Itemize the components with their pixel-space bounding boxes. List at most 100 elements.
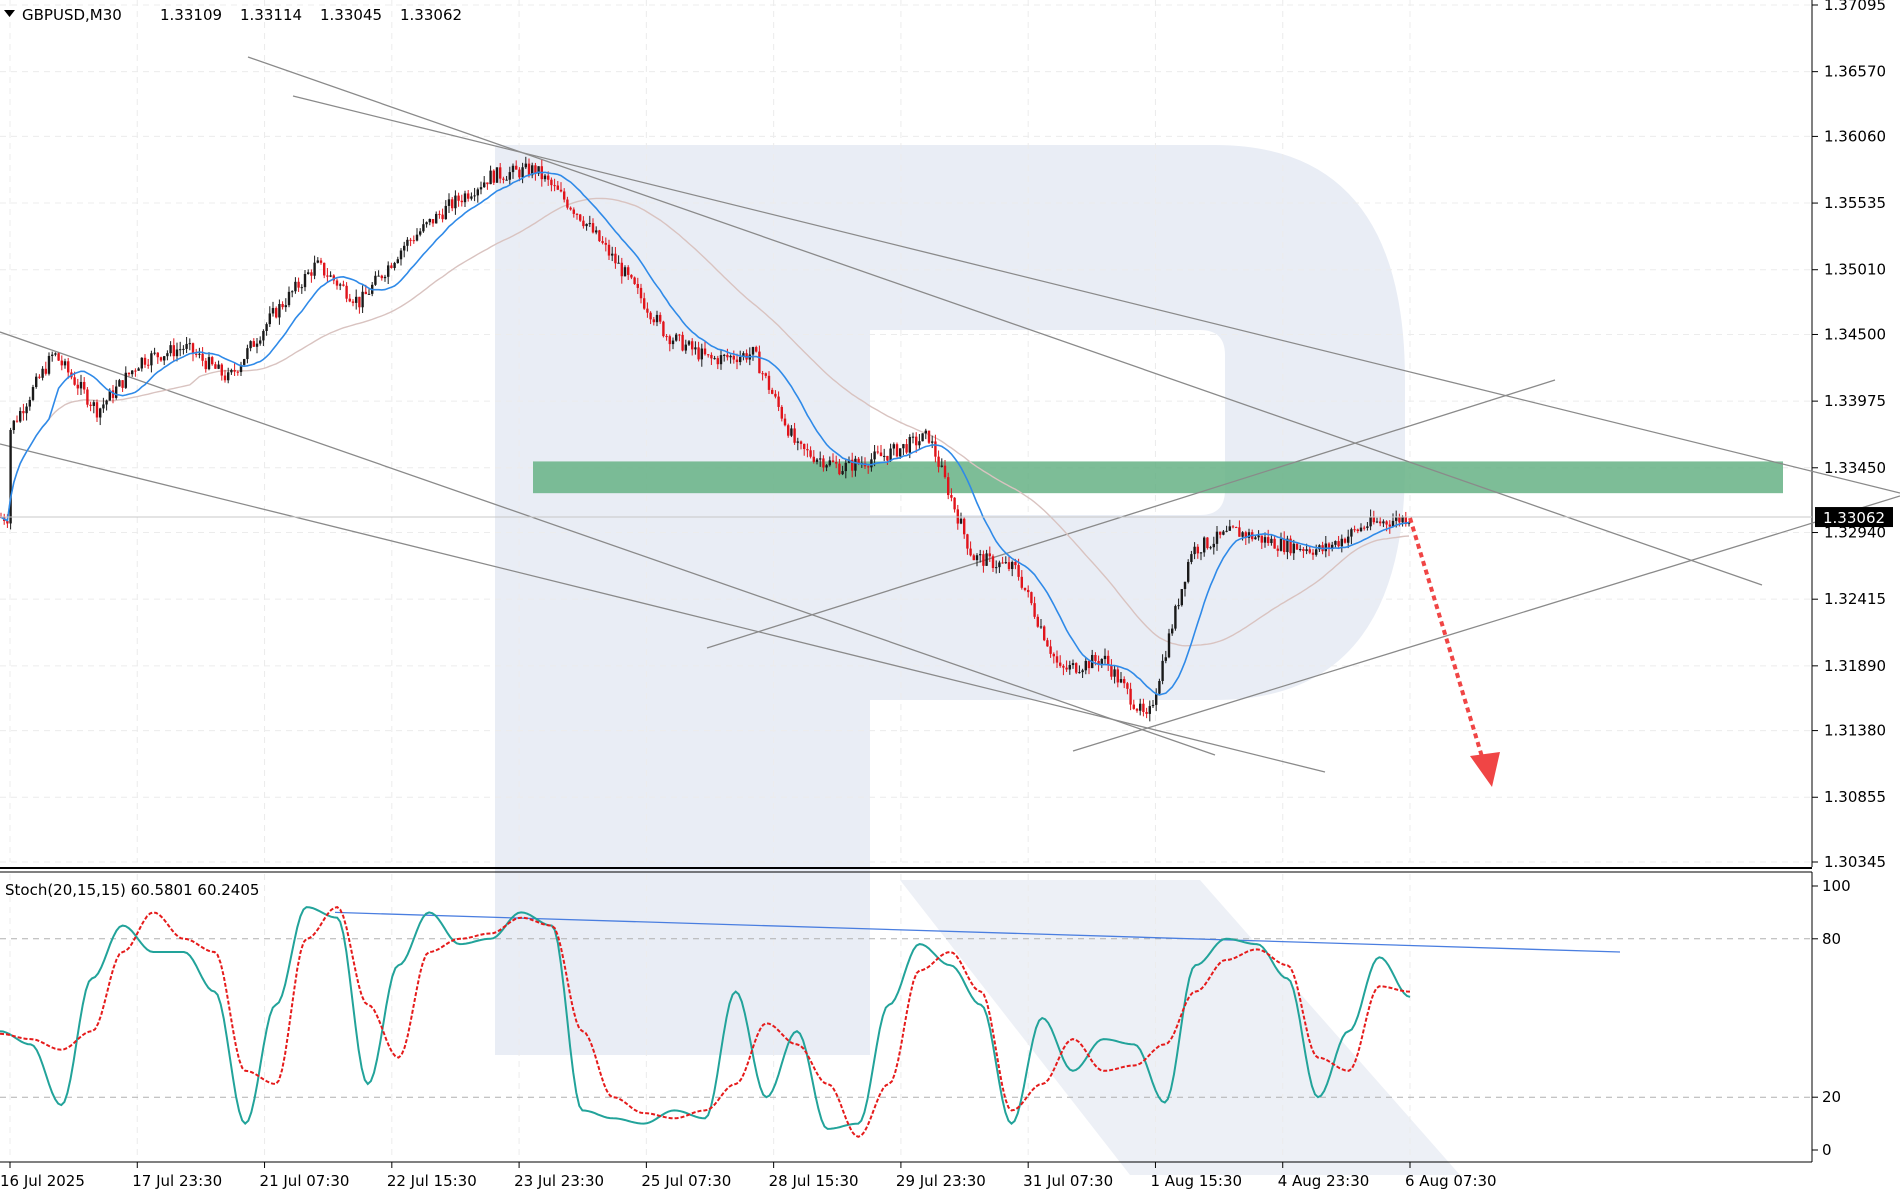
candle-bull	[28, 399, 31, 407]
candle-bear	[806, 449, 809, 451]
candle-bear	[1372, 516, 1375, 523]
candle-bear	[927, 430, 931, 443]
chart-header: GBPUSD,M30 1.33109 1.33114 1.33045 1.330…	[4, 6, 462, 24]
price-tick-label: 1.35010	[1824, 261, 1886, 279]
candle-bull	[140, 357, 143, 369]
price-tick-label: 1.34500	[1824, 325, 1886, 343]
stoch-main-line	[0, 906, 1411, 1130]
candle-bear	[838, 463, 841, 475]
candle-bull	[531, 165, 534, 176]
candle-bull	[1103, 655, 1107, 660]
candle-bear	[6, 520, 9, 524]
candle-bear	[607, 244, 611, 256]
candle-bull	[447, 199, 451, 206]
candle-bull	[284, 305, 287, 308]
candle-bull	[1254, 537, 1257, 540]
candle-bull	[899, 448, 902, 457]
candle-bear	[793, 428, 796, 443]
candle-bear	[191, 343, 195, 354]
price-tick-label: 1.31380	[1824, 722, 1886, 740]
ohlc-close: 1.33062	[400, 6, 462, 24]
candle-bear	[223, 375, 227, 381]
price-tick-label: 1.35535	[1824, 194, 1886, 212]
candle-bull	[1369, 516, 1372, 527]
candle-bull	[1174, 606, 1177, 629]
candle-bull	[537, 166, 540, 174]
trendline-rising-channel	[706, 379, 1556, 649]
candle-bear	[681, 334, 684, 351]
candle-bull	[815, 459, 819, 462]
candle-bear	[953, 497, 956, 510]
candle-bull	[435, 213, 438, 224]
candle-bull	[463, 193, 467, 203]
candle-bear	[799, 441, 803, 444]
candle-bear	[822, 458, 825, 468]
osc-tick-label: 20	[1822, 1088, 1841, 1106]
candle-bear	[86, 389, 89, 405]
candle-bull	[444, 205, 447, 220]
candle-bull	[249, 341, 252, 349]
candle-bear	[1206, 537, 1209, 549]
candle-bear	[703, 348, 707, 355]
candle-bull	[739, 356, 742, 363]
candle-bear	[895, 444, 899, 457]
candle-bull	[505, 179, 508, 181]
candle-bear	[1030, 592, 1033, 604]
candle-bear	[937, 456, 940, 467]
candle-bear	[1388, 524, 1391, 527]
candle-bear	[156, 352, 159, 358]
candle-bear	[1065, 667, 1068, 670]
candle-bear	[601, 241, 604, 243]
candle-bear	[351, 301, 355, 303]
candle-bull	[1225, 530, 1228, 532]
candle-bear	[22, 411, 25, 414]
candle-bear	[1196, 546, 1199, 554]
candle-bear	[1097, 660, 1100, 665]
candle-bull	[684, 344, 687, 351]
candle-bull	[1315, 549, 1318, 555]
symbol-label[interactable]: GBPUSD,M30	[22, 6, 122, 24]
candle-bear	[582, 220, 585, 227]
candle-bull	[470, 196, 473, 199]
candle-bear	[755, 347, 758, 352]
candle-bear	[486, 182, 489, 185]
candle-bear	[1353, 529, 1356, 531]
candle-bull	[742, 353, 745, 357]
candle-bear	[143, 357, 147, 365]
candle-bear	[1049, 646, 1052, 654]
candle-bull	[508, 172, 511, 180]
candle-bear	[1087, 660, 1091, 669]
candle-bull	[489, 170, 492, 185]
candlesticks	[0, 156, 1411, 722]
candle-bear	[559, 189, 563, 192]
stoch-trendline[interactable]	[334, 911, 1621, 953]
candle-bull	[406, 239, 409, 246]
candle-bull	[483, 182, 486, 188]
candle-bull	[585, 223, 588, 227]
candle-bear	[665, 336, 668, 338]
resistance-zone[interactable]	[533, 461, 1783, 494]
candle-bear	[252, 341, 255, 347]
watermark-logo	[495, 145, 1460, 1175]
candle-bull	[1286, 538, 1289, 553]
candle-bull	[425, 222, 428, 225]
candle-bear	[412, 240, 415, 242]
candle-bear	[678, 334, 681, 336]
candle-bear	[550, 179, 553, 186]
candle-bear	[1055, 656, 1059, 663]
symbol-dropdown-icon[interactable]	[4, 10, 15, 17]
candle-bull	[150, 353, 153, 366]
candle-bear	[1126, 683, 1129, 689]
forecast-arrow[interactable]	[1408, 517, 1500, 787]
candle-bear	[575, 213, 579, 215]
candle-bull	[1305, 549, 1308, 552]
candle-bear	[1308, 549, 1311, 553]
candle-bull	[495, 167, 499, 183]
trendlines[interactable]	[0, 56, 1900, 773]
candle-bull	[25, 406, 28, 414]
candle-bull	[1199, 552, 1203, 554]
candle-bear	[467, 193, 470, 199]
oscillator-label: Stoch(20,15,15) 60.5801 60.2405	[5, 881, 259, 899]
candle-bull	[1084, 660, 1087, 671]
candle-bull	[908, 436, 911, 453]
